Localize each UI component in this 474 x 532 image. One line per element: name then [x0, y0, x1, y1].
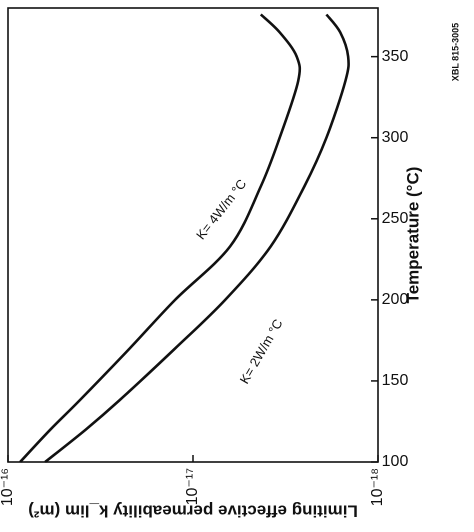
plot-frame	[7, 7, 379, 463]
x-tick-label: 250	[382, 210, 409, 227]
figure-id: XBL 815-3005	[450, 23, 460, 81]
x-axis-title: Temperature (°C)	[403, 167, 422, 304]
x-tick-label: 150	[382, 372, 409, 389]
rotated-chart: Temperature (°C) Limiting effective perm…	[0, 7, 460, 521]
y-tick-label: 10⁻¹⁷	[184, 468, 201, 506]
x-tick-label: 350	[382, 48, 409, 65]
x-tick-label: 300	[382, 129, 409, 146]
annotation: K= 4W/m °C	[193, 176, 249, 242]
annotation: K= 2W/m °C	[237, 317, 286, 387]
curve	[19, 13, 302, 463]
y-tick-label: 10⁻¹⁸	[369, 468, 386, 506]
y-axis-title: Limiting effective permeability k_lim (m…	[28, 502, 358, 521]
x-tick-label: 200	[382, 291, 409, 308]
x-tick-label: 100	[382, 453, 409, 470]
y-tick-label: 10⁻¹⁶	[0, 468, 16, 506]
curve	[44, 13, 350, 464]
